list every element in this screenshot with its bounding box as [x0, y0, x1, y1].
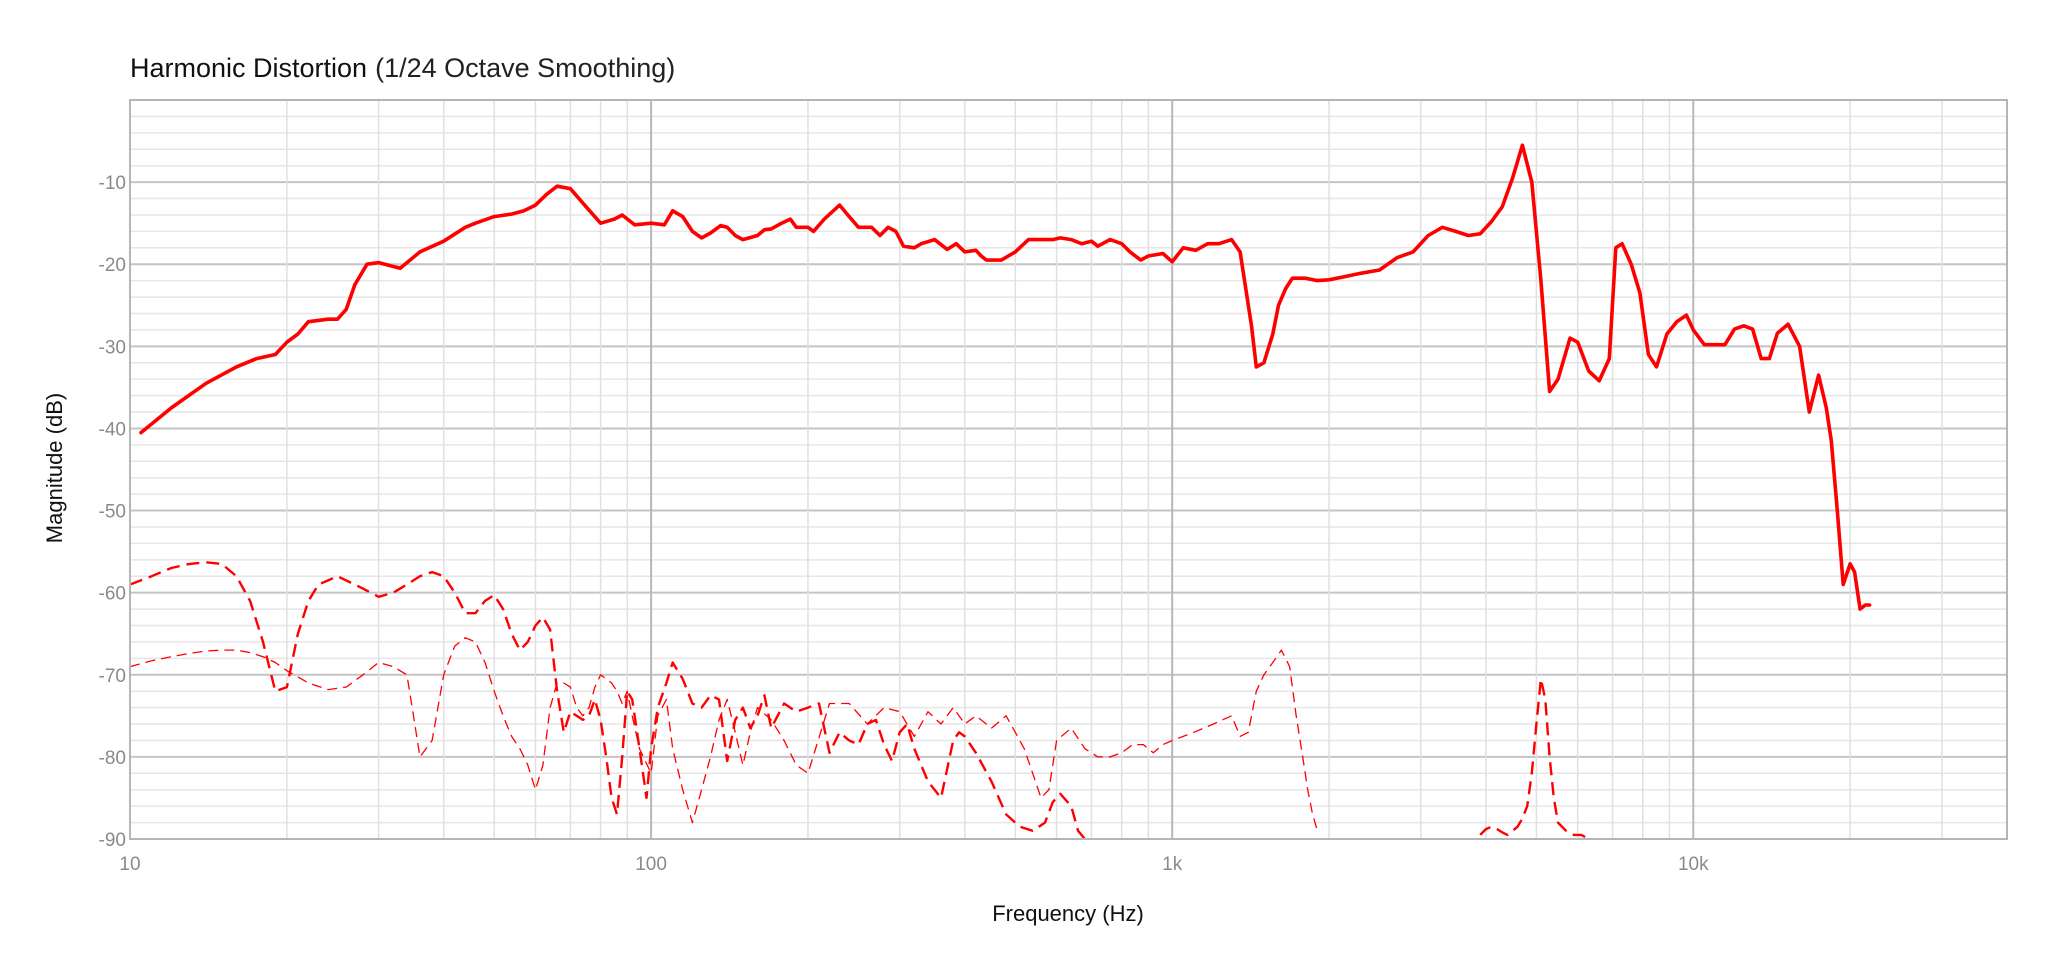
y-axis-label: Magnitude (dB) [42, 393, 67, 543]
x-tick-label: 100 [635, 854, 667, 875]
x-tick-label: 10k [1678, 854, 1709, 875]
series-line-3 [129, 637, 1319, 831]
grid-lines [129, 99, 2008, 840]
series-line-1 [139, 143, 1872, 611]
y-tick-label: -70 [99, 666, 126, 687]
series-layer [129, 143, 1872, 841]
y-tick-label: -20 [99, 255, 126, 276]
plot-frame [129, 99, 2008, 840]
y-tick-label: -60 [99, 584, 126, 605]
y-tick-label: -40 [99, 419, 126, 440]
y-tick-label: -80 [99, 748, 126, 769]
y-axis-ticks: -10 -20 -30 -40 -50 -60 -70 -80 -90 [99, 173, 126, 851]
y-tick-label: -30 [99, 337, 126, 358]
x-axis-label: Frequency (Hz) [992, 901, 1144, 926]
series-line-2 [129, 561, 1086, 840]
y-tick-label: -50 [99, 502, 126, 523]
x-tick-label: 10 [119, 854, 140, 875]
y-tick-label: -90 [99, 830, 126, 851]
series-line-4 [1479, 677, 1590, 841]
x-axis-ticks: 10 100 1k 10k [119, 854, 1709, 875]
x-tick-label: 1k [1162, 854, 1183, 875]
chart-title: Harmonic Distortion (1/24 Octave Smoothin… [130, 53, 675, 83]
y-tick-label: -10 [99, 173, 126, 194]
